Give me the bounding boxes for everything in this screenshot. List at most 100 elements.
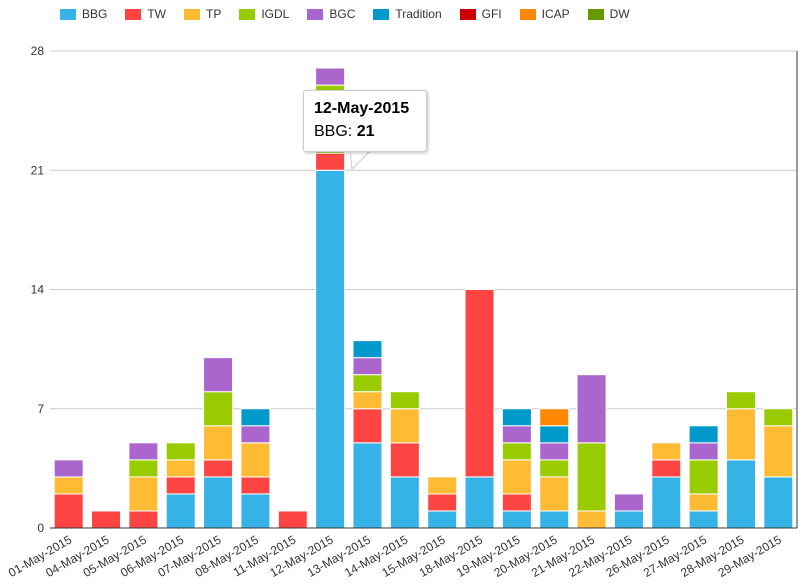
bar-segment-tw[interactable] xyxy=(240,476,271,495)
bar-segment-tradition[interactable] xyxy=(539,425,570,444)
legend-item-gfi[interactable]: GFI xyxy=(459,7,502,21)
bar-segment-bbg[interactable] xyxy=(389,476,420,529)
chart-legend: BBG TW TP IGDL BGC Tradition GFI ICAP DW xyxy=(60,7,648,21)
legend-label: BBG xyxy=(82,7,108,21)
bar-segment-tw[interactable] xyxy=(464,289,495,478)
bar-segment-igdl[interactable] xyxy=(539,459,570,478)
bar-segment-tw[interactable] xyxy=(315,152,346,171)
bar-segment-bgc[interactable] xyxy=(203,357,234,393)
bar-segment-tp[interactable] xyxy=(389,408,420,444)
legend-item-bbg[interactable]: BBG xyxy=(60,7,107,21)
bar-segment-bbg[interactable] xyxy=(464,476,495,529)
bar-segment-igdl[interactable] xyxy=(688,459,719,495)
bar-segment-tw[interactable] xyxy=(651,459,682,478)
legend-swatch xyxy=(239,8,256,20)
bar-segment-tradition[interactable] xyxy=(240,408,271,427)
tooltip-pointer xyxy=(350,151,371,171)
bar-segment-tp[interactable] xyxy=(763,425,794,478)
bar-segment-tradition[interactable] xyxy=(501,408,532,427)
bar-segment-bgc[interactable] xyxy=(501,425,532,444)
bar-segment-bgc[interactable] xyxy=(53,459,84,478)
bar-segment-tradition[interactable] xyxy=(688,425,719,444)
tooltip-series-label: BBG: xyxy=(314,123,357,140)
legend-swatch xyxy=(60,8,76,20)
bar-segment-bbg[interactable] xyxy=(203,476,234,529)
legend-item-dw[interactable]: DW xyxy=(587,7,630,21)
bar-segment-tp[interactable] xyxy=(576,510,607,529)
bar-segment-tp[interactable] xyxy=(651,442,682,461)
bar-segment-bbg[interactable] xyxy=(688,510,719,529)
legend-swatch xyxy=(125,8,142,20)
bar-segment-igdl[interactable] xyxy=(165,442,196,461)
bar-segment-tp[interactable] xyxy=(128,476,159,512)
bar-segment-tp[interactable] xyxy=(539,476,570,512)
bar-segment-igdl[interactable] xyxy=(389,391,420,410)
bar-segment-tw[interactable] xyxy=(165,476,196,495)
bar-segment-igdl[interactable] xyxy=(725,391,756,410)
bar-segment-tp[interactable] xyxy=(165,459,196,478)
bar-segment-tp[interactable] xyxy=(725,408,756,461)
legend-item-tw[interactable]: TW xyxy=(125,7,166,21)
bar-segment-tp[interactable] xyxy=(240,442,271,478)
legend-item-icap[interactable]: ICAP xyxy=(519,7,570,21)
bar-segment-bbg[interactable] xyxy=(240,493,271,529)
bar-segment-bgc[interactable] xyxy=(240,425,271,444)
y-tick-label: 14 xyxy=(31,283,45,297)
bar-segment-bbg[interactable] xyxy=(427,510,458,529)
bar-segment-bbg[interactable] xyxy=(352,442,383,529)
bar-segment-bgc[interactable] xyxy=(539,442,570,461)
bar-segment-bgc[interactable] xyxy=(315,67,346,86)
legend-item-igdl[interactable]: IGDL xyxy=(239,7,289,21)
bar-segment-bbg[interactable] xyxy=(501,510,532,529)
legend-item-tp[interactable]: TP xyxy=(184,7,221,21)
bar-segment-igdl[interactable] xyxy=(763,408,794,427)
bar-segment-icap[interactable] xyxy=(539,408,570,427)
legend-swatch xyxy=(587,8,604,20)
bar-segment-tw[interactable] xyxy=(53,493,84,529)
legend-label: Tradition xyxy=(395,7,442,21)
bar-segment-tp[interactable] xyxy=(427,476,458,495)
bar-segment-bbg[interactable] xyxy=(315,169,346,529)
legend-label: BGC xyxy=(329,7,356,21)
y-tick-label: 21 xyxy=(31,163,45,177)
bar-segment-tw[interactable] xyxy=(91,510,122,529)
bar-segment-bgc[interactable] xyxy=(688,442,719,461)
legend-item-bgc[interactable]: BGC xyxy=(307,7,355,21)
legend-label: IGDL xyxy=(261,7,290,21)
bar-segment-tw[interactable] xyxy=(427,493,458,512)
bar-segment-tw[interactable] xyxy=(389,442,420,478)
bar-segment-tp[interactable] xyxy=(352,391,383,410)
bar-segment-bbg[interactable] xyxy=(539,510,570,529)
bar-segment-bgc[interactable] xyxy=(576,374,607,444)
bar-segment-igdl[interactable] xyxy=(352,374,383,393)
bar-segment-tp[interactable] xyxy=(53,476,84,495)
bar-segment-igdl[interactable] xyxy=(128,459,159,478)
bar-segment-bbg[interactable] xyxy=(763,476,794,529)
bar-segment-tp[interactable] xyxy=(203,425,234,461)
bar-segment-igdl[interactable] xyxy=(203,391,234,427)
legend-item-tradition[interactable]: Tradition xyxy=(373,7,442,21)
legend-swatch xyxy=(519,8,536,20)
bar-segment-igdl[interactable] xyxy=(576,442,607,512)
bar-segment-igdl[interactable] xyxy=(501,442,532,461)
bar-segment-bbg[interactable] xyxy=(165,493,196,529)
bar-segment-tw[interactable] xyxy=(501,493,532,512)
bar-segment-tw[interactable] xyxy=(277,510,308,529)
bar-segment-tradition[interactable] xyxy=(352,340,383,359)
bar-segment-bbg[interactable] xyxy=(651,476,682,529)
legend-swatch xyxy=(184,8,200,20)
bar-segment-bgc[interactable] xyxy=(128,442,159,461)
bar-segment-bbg[interactable] xyxy=(725,459,756,529)
bar-segment-bgc[interactable] xyxy=(352,357,383,376)
bar-segment-tw[interactable] xyxy=(128,510,159,529)
bar-segment-tw[interactable] xyxy=(352,408,383,444)
y-tick-label: 28 xyxy=(31,44,45,58)
bar-segment-bbg[interactable] xyxy=(613,510,644,529)
bar-segment-tp[interactable] xyxy=(688,493,719,512)
tooltip: 12-May-2015 BBG: 21 xyxy=(303,90,427,152)
bar-segment-tw[interactable] xyxy=(203,459,234,478)
bar-segment-tp[interactable] xyxy=(501,459,532,495)
bar-segment-bgc[interactable] xyxy=(613,493,644,512)
legend-label: DW xyxy=(609,7,630,21)
